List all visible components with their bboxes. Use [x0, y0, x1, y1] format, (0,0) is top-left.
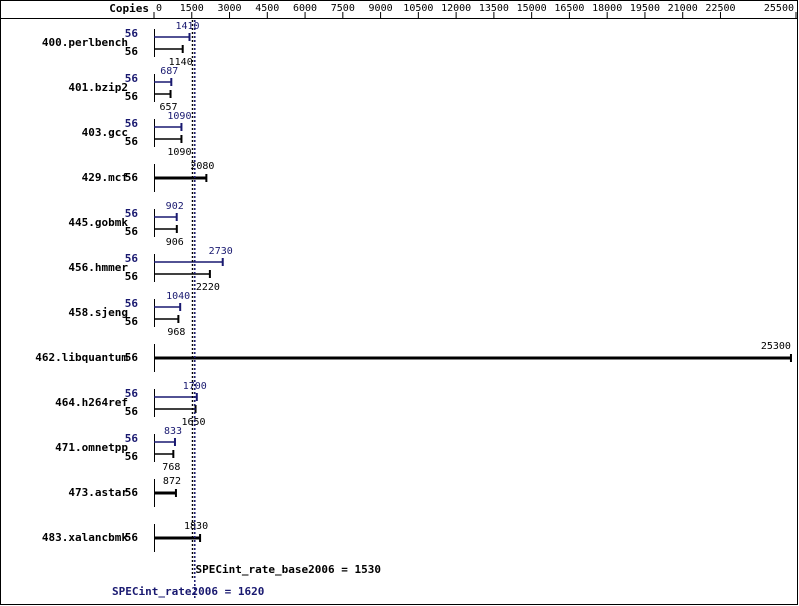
base-copies: 56 — [125, 225, 139, 238]
base-copies: 56 — [125, 486, 139, 499]
peak-value-label: 833 — [164, 426, 182, 437]
x-tick-label: 4500 — [255, 3, 279, 14]
x-tick-label: 6000 — [293, 3, 317, 14]
base-value-label: 906 — [166, 237, 184, 248]
base-copies: 56 — [125, 315, 139, 328]
base-copies: 56 — [125, 405, 139, 418]
peak-value-label: 902 — [166, 201, 184, 212]
peak-value-label: 1700 — [183, 381, 207, 392]
base-value-label: 968 — [167, 327, 185, 338]
x-tick-label: 3000 — [217, 3, 241, 14]
peak-value-label: 687 — [160, 66, 178, 77]
base-copies: 56 — [125, 45, 139, 58]
base-copies: 56 — [125, 450, 139, 463]
x-tick-label: 25500 — [764, 3, 794, 14]
benchmark-label: 456.hmmer — [68, 261, 128, 274]
peak-value-label: 2730 — [209, 246, 233, 257]
base-copies: 56 — [125, 531, 139, 544]
base-copies: 56 — [125, 90, 139, 103]
benchmark-label: 445.gobmk — [68, 216, 128, 229]
x-tick-label: 22500 — [705, 3, 735, 14]
peak-copies: 56 — [125, 297, 139, 310]
base-value-label: 25300 — [761, 341, 791, 352]
x-tick-label: 10500 — [403, 3, 433, 14]
x-tick-label: 0 — [156, 3, 162, 14]
base-value-label: 2220 — [196, 282, 220, 293]
benchmark-label: 429.mcf — [82, 171, 128, 184]
peak-copies: 56 — [125, 27, 139, 40]
base-copies: 56 — [125, 270, 139, 283]
peak-copies: 56 — [125, 252, 139, 265]
benchmark-label: 462.libquantum — [35, 351, 128, 364]
benchmark-label: 483.xalancbmk — [42, 531, 128, 544]
peak-copies: 56 — [125, 117, 139, 130]
base-value-label: 657 — [160, 102, 178, 113]
x-tick-label: 7500 — [331, 3, 355, 14]
x-tick-label: 16500 — [554, 3, 584, 14]
benchmark-label: 471.omnetpp — [55, 441, 128, 454]
base-value-label: 1830 — [184, 521, 208, 532]
base-value-label: 1140 — [169, 57, 193, 68]
peak-value-label: 1410 — [175, 21, 199, 32]
base-copies: 56 — [125, 135, 139, 148]
base-reference-label: SPECint_rate_base2006 = 1530 — [196, 563, 381, 576]
base-copies: 56 — [125, 171, 139, 184]
x-tick-label: 19500 — [630, 3, 660, 14]
peak-value-label: 1040 — [166, 291, 190, 302]
x-tick-label: 18000 — [592, 3, 622, 14]
base-value-label: 872 — [163, 476, 181, 487]
benchmark-label: 473.astar — [68, 486, 128, 499]
x-tick-label: 1500 — [180, 3, 204, 14]
base-value-label: 768 — [162, 462, 180, 473]
peak-copies: 56 — [125, 432, 139, 445]
copies-header: Copies — [109, 2, 149, 15]
benchmark-label: 400.perlbench — [42, 36, 128, 49]
benchmark-label: 458.sjeng — [68, 306, 128, 319]
benchmark-label: 464.h264ref — [55, 396, 128, 409]
base-copies: 56 — [125, 351, 139, 364]
benchmark-label: 403.gcc — [82, 126, 128, 139]
base-value-label: 1090 — [167, 147, 191, 158]
peak-copies: 56 — [125, 207, 139, 220]
x-tick-label: 9000 — [369, 3, 393, 14]
x-tick-label: 21000 — [668, 3, 698, 14]
base-value-label: 1650 — [181, 417, 205, 428]
peak-copies: 56 — [125, 72, 139, 85]
base-value-label: 2080 — [190, 161, 214, 172]
x-tick-label: 13500 — [479, 3, 509, 14]
peak-reference-label: SPECint_rate2006 = 1620 — [112, 585, 264, 598]
peak-value-label: 1090 — [167, 111, 191, 122]
peak-copies: 56 — [125, 387, 139, 400]
x-tick-label: 15000 — [517, 3, 547, 14]
x-tick-label: 12000 — [441, 3, 471, 14]
benchmark-label: 401.bzip2 — [68, 81, 128, 94]
